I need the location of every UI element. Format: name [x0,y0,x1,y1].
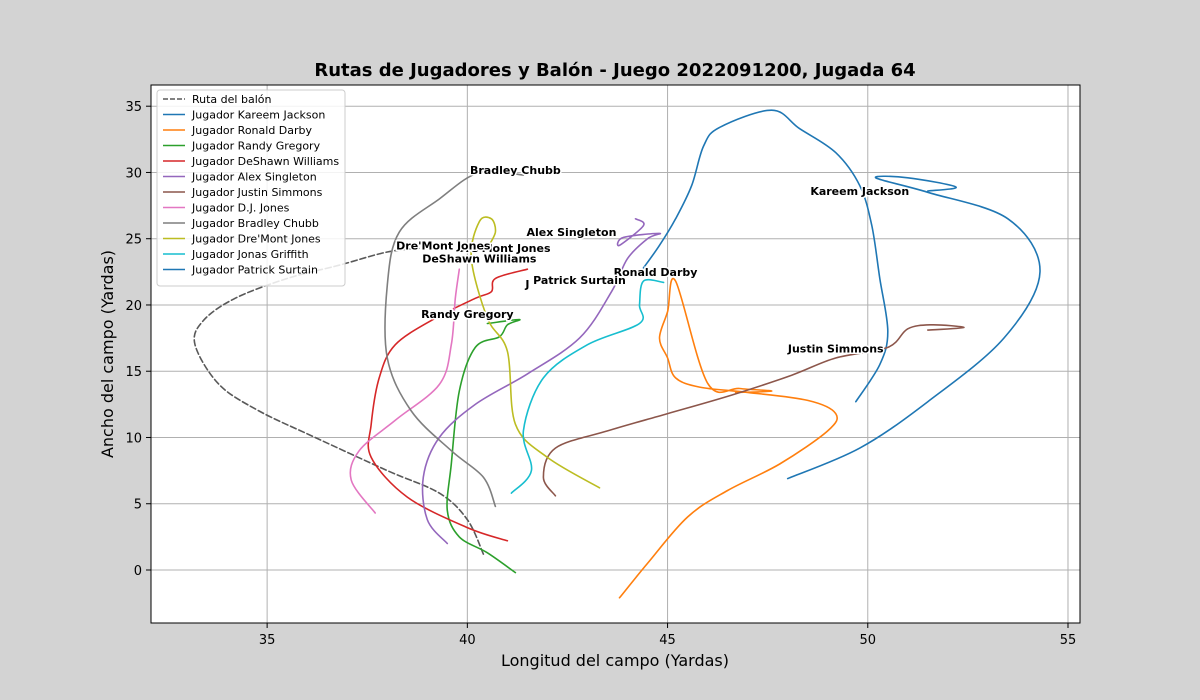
annotations-group: Bradley Chubb Kareem Jackson Alex Singleto… [395,162,911,357]
y-axis-label: Ancho del campo (Yardas) [98,250,117,458]
x-tick-label: 40 [459,633,476,648]
legend-label: Jugador D.J. Jones [191,202,290,215]
legend-label: Jugador Justin Simmons [191,186,323,199]
annotation-ronald-darby: Ronald Darby [614,266,698,279]
y-tick-label: 10 [125,431,142,446]
legend-label: Jugador Randy Gregory [191,140,321,153]
y-tick-label: 5 [134,498,142,513]
y-tick-label: 35 [125,100,142,115]
series-line-jugador-alex-singleton [421,218,662,545]
x-tick-label: 45 [659,633,676,648]
annotation-j: J [524,278,529,291]
series-line-jugador-bradley-chubb [384,170,525,508]
series-line-jugador-deshawn-williams [367,268,529,542]
legend-label: Jugador Dre'Mont Jones [191,233,321,246]
plot-frame [150,84,1081,624]
annotation-alex-singleton: Alex Singleton [526,226,616,239]
legend-label: Jugador Jonas Griffith [191,248,309,261]
series-line-jugador-randy-gregory [446,318,521,574]
x-axis-label: Longitud del campo (Yardas) [501,651,729,670]
x-tick-label: 35 [259,633,276,648]
annotation-randy-gregory: Randy Gregory [421,308,514,321]
legend-label: Jugador Ronald Darby [191,124,313,137]
legend: Ruta del balón Jugador Kareem Jackson Juga… [156,89,346,287]
series-line-jugador-kareem-jackson [642,109,889,403]
series-line-jugador-patrick-surtain [786,175,1041,480]
series-line-jugador-d-j-jones [349,268,461,514]
annotation-bradley-chubb: Bradley Chubb [470,164,561,177]
annotation-patrick-surtain: Patrick Surtain [533,274,626,287]
ticks: 35 40 45 50 55 0 5 10 15 20 25 30 35 [125,100,1076,648]
annotation-justin-simmons: Justin Simmons [787,343,884,356]
y-tick-label: 15 [125,365,142,380]
series-line-jugador-dre-mont-jones [470,216,601,489]
annotation-dre-mont-jones: Dre'Mont Jones [396,239,491,252]
legend-label: Jugador Patrick Surtain [191,264,318,277]
y-tick-label: 20 [125,299,142,314]
x-tick-label: 50 [859,633,876,648]
annotation-deshawn-williams: DeShawn Williams [422,253,537,266]
y-tick-label: 0 [134,564,142,579]
x-tick-label: 55 [1060,633,1077,648]
grid [151,85,1080,623]
annotation-dre-mont-jones: Dre'Mont Jones [456,242,551,255]
chart-title: Rutas de Jugadores y Balón - Juego 20220… [314,60,915,81]
series-line-jugador-jonas-griffith [510,278,665,494]
legend-label: Jugador Bradley Chubb [191,217,319,230]
legend-label: Ruta del balón [192,93,271,106]
series-line-jugador-ronald-darby [618,277,839,599]
legend-label: Jugador Alex Singleton [191,171,317,184]
legend-label: Jugador Kareem Jackson [191,109,325,122]
y-tick-label: 25 [125,233,142,248]
legend-label: Jugador DeShawn Williams [191,155,339,168]
series-group [193,109,1041,599]
y-tick-label: 30 [125,166,142,181]
series-line-jugador-justin-simmons [542,323,965,497]
legend-box [156,89,346,287]
annotation-kareem-jackson: Kareem Jackson [810,185,909,198]
